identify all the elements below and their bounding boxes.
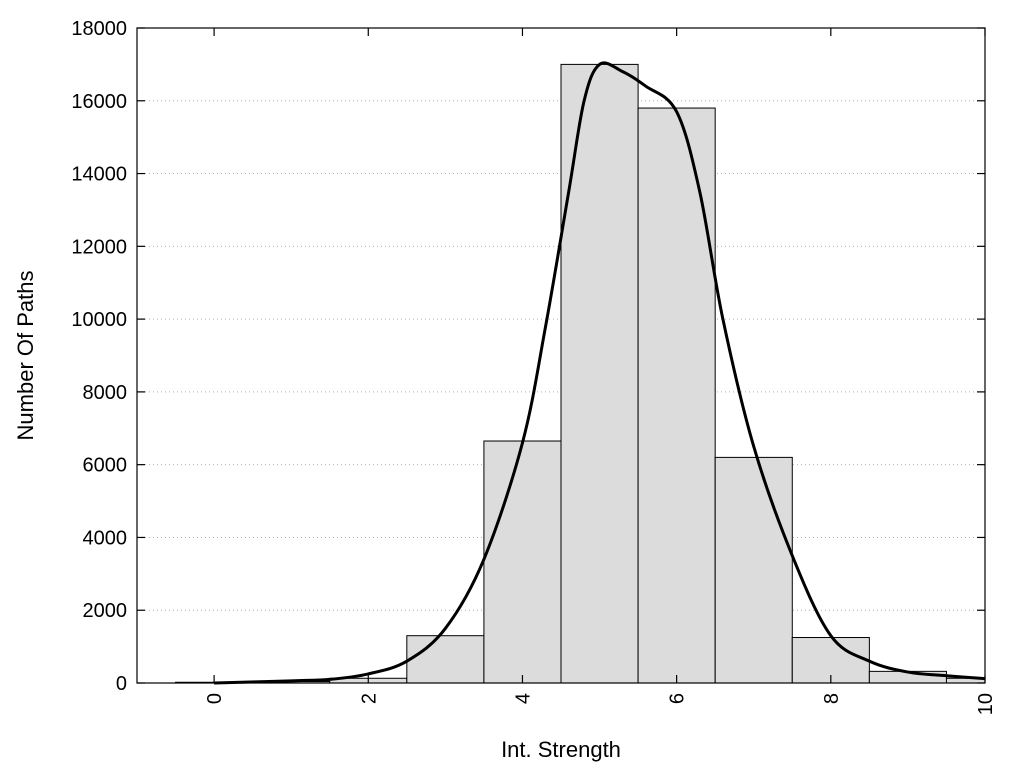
bars: [175, 63, 986, 684]
y-tick-label: 16000: [71, 91, 127, 113]
x-tick-label: 10: [975, 693, 997, 715]
y-tick-label: 8000: [83, 382, 128, 404]
x-axis-title: Int. Strength: [501, 737, 621, 762]
histogram-bar: [560, 63, 639, 684]
y-tick-label: 0: [116, 673, 127, 695]
density-curve: [214, 61, 986, 685]
y-tick-label: 18000: [71, 18, 127, 40]
histogram-bar: [483, 440, 562, 684]
x-tick-label: 8: [821, 693, 843, 704]
x-tick-label: 6: [667, 693, 689, 704]
y-axis: 0 2000 4000 6000 8000 10000 12000 14000 16000 180…: [71, 18, 985, 695]
histogram-bar: [406, 635, 485, 684]
y-axis-title: Number Of Paths: [13, 271, 38, 441]
x-tick-label: 0: [204, 693, 226, 704]
x-tick-label: 4: [512, 693, 534, 704]
y-tick-label: 6000: [83, 455, 128, 477]
histogram-bar: [714, 456, 793, 684]
y-tick-label: 14000: [71, 164, 127, 186]
plot-frame: [136, 27, 986, 684]
y-tick-label: 12000: [71, 236, 127, 258]
x-axis: 0 2 4 6 8 10: [204, 28, 997, 715]
histogram-bar: [637, 107, 716, 684]
x-tick-label: 2: [358, 693, 380, 704]
y-tick-label: 4000: [83, 527, 128, 549]
y-tick-label: 10000: [71, 309, 127, 331]
y-tick-label: 2000: [83, 600, 128, 622]
